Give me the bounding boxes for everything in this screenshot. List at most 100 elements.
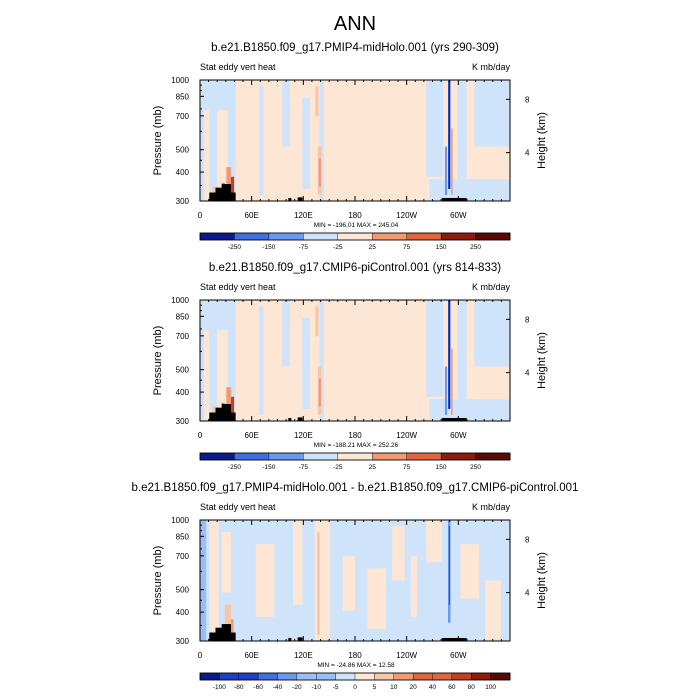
min-max-label: MIN = -188.21 MAX = 252.26 [314, 442, 399, 449]
x-tick-label: 180 [348, 651, 362, 660]
colorbar-label: -100 [213, 684, 226, 691]
contour-region-positive [318, 158, 321, 187]
contour-region-negative [319, 80, 324, 201]
colorbar-swatch [412, 672, 433, 681]
topography-block [288, 197, 292, 201]
colorbar-label: 250 [470, 244, 481, 251]
contour-field [200, 300, 510, 421]
contour-region-positive [460, 544, 479, 599]
topography-block [297, 197, 303, 201]
y-tick-label: 400 [176, 168, 190, 177]
topography-block [297, 637, 303, 641]
x-tick-label: 60E [245, 651, 259, 660]
chart-panel-3: b.e21.B1850.f09_g17.PMIP4-midHolo.001 - … [132, 482, 579, 691]
colorbar-label: -10 [312, 684, 322, 691]
topography-block [215, 407, 227, 421]
y-axis-label: Pressure (mb) [152, 326, 164, 396]
contour-region-positive [318, 378, 321, 407]
y-right-axis-label: Height (km) [536, 552, 548, 609]
topography-block [215, 187, 227, 201]
contour-region-negative [426, 80, 444, 177]
colorbar-swatch [268, 232, 304, 241]
contour-region-positive [221, 532, 231, 593]
topography-block [288, 637, 292, 641]
colorbar-label: -75 [299, 464, 309, 471]
contour-region-negative [448, 80, 450, 189]
y-right-tick-label: 4 [525, 149, 530, 158]
contour-region-positive [342, 556, 355, 611]
y-tick-label: 400 [176, 608, 190, 617]
y-right-axis-label: Height (km) [536, 332, 548, 389]
contour-region-negative [200, 80, 205, 201]
colorbar-label: -60 [253, 684, 263, 691]
colorbar-swatch [234, 232, 270, 241]
colorbar-label: -75 [299, 244, 309, 251]
y-tick-label: 500 [176, 366, 190, 375]
colorbar-swatch [475, 232, 511, 241]
panel-right-label: K mb/day [472, 282, 511, 292]
topography-block [209, 412, 221, 421]
contour-region-negative [200, 300, 205, 421]
colorbar-label: 25 [369, 244, 377, 251]
y-tick-label: 1000 [171, 516, 189, 525]
topography-block [441, 197, 467, 201]
colorbar-swatch [406, 232, 442, 241]
colorbar-swatch [406, 452, 442, 461]
colorbar-swatch [490, 672, 511, 681]
colorbar-swatch [440, 452, 477, 461]
panel-title: b.e21.B1850.f09_g17.PMIP4-midHolo.001 - … [132, 482, 579, 494]
contour-region-negative [457, 300, 467, 421]
colorbar-swatch [354, 672, 375, 681]
topography-block [288, 417, 292, 421]
panel-left-label: Stat eddy vert heat [200, 62, 276, 72]
colorbar-swatch [219, 672, 240, 681]
x-tick-label: 180 [348, 431, 362, 440]
topography [209, 404, 467, 421]
contour-region-positive [231, 396, 235, 421]
colorbar-frame [199, 452, 511, 461]
colorbar-label: -150 [262, 464, 275, 471]
colorbar-swatch [303, 232, 339, 241]
contour-field [200, 80, 510, 201]
colorbar: -250 -150 -75 -25 25 75 150 250 [199, 232, 511, 251]
topography-block [441, 417, 467, 421]
x-tick-label: 60E [245, 431, 259, 440]
contour-region-negative [200, 80, 231, 111]
contour-region-negative [457, 80, 467, 201]
contour-region-positive [392, 526, 405, 581]
panel-left-label: Stat eddy vert heat [200, 282, 276, 292]
colorbar-label: -80 [234, 684, 244, 691]
chart-panel-2: b.e21.B1850.f09_g17.CMIP6-piControl.001 … [152, 262, 548, 471]
colorbar-swatch [335, 672, 356, 681]
colorbar-swatch [199, 452, 235, 461]
colorbar-swatch [316, 672, 337, 681]
colorbar-label: 150 [436, 464, 447, 471]
panel-right-label: K mb/day [472, 502, 511, 512]
colorbar-label: 75 [403, 244, 411, 251]
contour-region-negative [227, 300, 236, 421]
colorbar-label: -20 [292, 684, 302, 691]
colorbar-swatch [337, 452, 373, 461]
contour-region-negative [282, 80, 290, 147]
colorbar-label: 10 [390, 684, 398, 691]
y-right-tick-label: 8 [525, 535, 530, 544]
contour-region-negative [258, 86, 264, 195]
y-tick-label: 850 [176, 312, 190, 321]
colorbar-swatch [374, 672, 395, 681]
contour-region-positive [451, 128, 453, 195]
contour-region-positive [293, 520, 303, 605]
min-max-label: MIN = -196.01 MAX = 245.04 [314, 222, 399, 229]
y-right-tick-label: 4 [525, 589, 530, 598]
colorbar-label: -150 [262, 244, 275, 251]
contour-region-positive [426, 520, 442, 563]
topography [209, 624, 467, 641]
contour-region-positive [367, 568, 386, 629]
colorbar-swatch [268, 452, 304, 461]
colorbar-frame [199, 232, 511, 241]
colorbar-label: -25 [333, 464, 343, 471]
colorbar-label: 25 [369, 464, 377, 471]
figure-title: ANN [334, 13, 376, 35]
contour-region-positive [451, 348, 453, 415]
topography-block [209, 192, 221, 201]
